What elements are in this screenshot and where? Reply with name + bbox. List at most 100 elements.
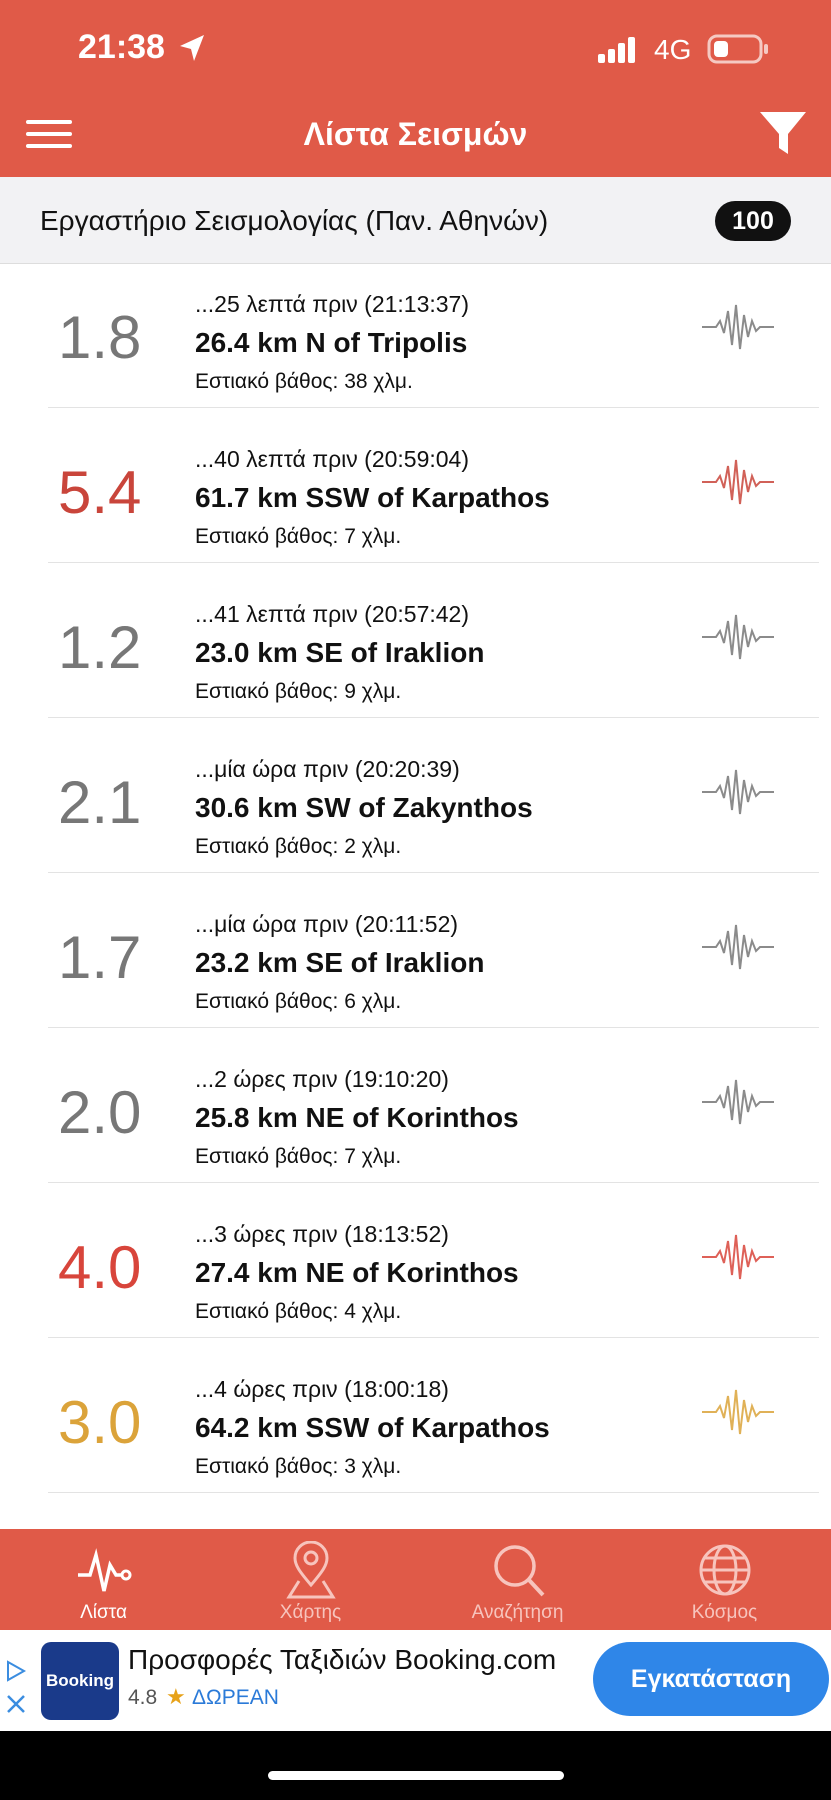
seismograph-line: [702, 304, 774, 350]
star-icon: ★: [166, 1684, 186, 1709]
seismograph-icon: [702, 304, 774, 350]
earthquake-list: 1.8 ...25 λεπτά πριν (21:13:37) 26.4 km N …: [0, 264, 831, 1529]
signal-icon: [598, 37, 635, 63]
tab-label: Κόσμος: [691, 1602, 758, 1623]
earthquake-row[interactable]: 2.0 ...2 ώρες πριν (19:10:20) 25.8 km NE o…: [0, 1028, 831, 1183]
separator: [48, 1337, 819, 1338]
location: 27.4 km NE of Korinthos: [195, 1257, 519, 1288]
magnitude: 4.0: [58, 1234, 142, 1301]
ad-price: ΔΩΡΕΑΝ: [192, 1686, 279, 1709]
tab-icon: [78, 1548, 132, 1592]
location: 64.2 km SSW of Karpathos: [195, 1412, 550, 1443]
earthquake-row[interactable]: 5.4 ...40 λεπτά πριν (20:59:04) 61.7 km SS…: [0, 408, 831, 563]
tab-icon: [494, 1545, 545, 1597]
depth: Εστιακό βάθος: 3 χλμ.: [195, 1455, 402, 1478]
seismograph-icon: [702, 769, 774, 815]
location-icon: [180, 35, 204, 61]
separator: [48, 717, 819, 718]
seismograph-icon: [702, 1079, 774, 1125]
magnitude: 2.1: [58, 769, 142, 836]
time-ago: ...3 ώρες πριν (18:13:52): [195, 1221, 449, 1247]
earthquake-row[interactable]: 3.0 ...4 ώρες πριν (18:00:18) 64.2 km SSW …: [0, 1338, 831, 1493]
location: 61.7 km SSW of Karpathos: [195, 482, 550, 513]
time-ago: ...2 ώρες πριν (19:10:20): [195, 1066, 449, 1092]
seismograph-icon: [702, 614, 774, 660]
earthquake-row[interactable]: 1.2 ...41 λεπτά πριν (20:57:42) 23.0 km SE…: [0, 563, 831, 718]
location: 30.6 km SW of Zakynthos: [195, 792, 533, 823]
magnitude: 1.7: [58, 924, 142, 991]
seismograph-line: [702, 614, 774, 660]
separator: [48, 1027, 819, 1028]
separator: [48, 1492, 819, 1493]
magnitude: 2.0: [58, 1079, 142, 1146]
time-ago: ...41 λεπτά πριν (20:57:42): [195, 601, 470, 627]
earthquake-row[interactable]: 1.8 ...25 λεπτά πριν (21:13:37) 26.4 km N …: [0, 264, 831, 408]
earthquake-row[interactable]: 2.1 ...μία ώρα πριν (20:20:39) 30.6 km SW …: [0, 718, 831, 873]
magnitude: 5.4: [58, 459, 142, 526]
menu-button[interactable]: [26, 118, 74, 150]
filter-button[interactable]: [758, 110, 810, 158]
magnitude: 3.0: [58, 1389, 142, 1456]
tab-icon: [699, 1544, 751, 1596]
depth: Εστιακό βάθος: 7 χλμ.: [195, 525, 402, 548]
seismograph-line: [702, 459, 774, 505]
ad-rating: 4.8: [128, 1686, 158, 1709]
location: 23.0 km SE of Iraklion: [195, 637, 485, 668]
seismograph-line: [702, 769, 774, 815]
depth: Εστιακό βάθος: 38 χλμ.: [195, 370, 413, 393]
location: 25.8 km NE of Korinthos: [195, 1102, 519, 1133]
seismograph-line: [702, 1389, 774, 1435]
tab[interactable]: Αναζήτηση: [414, 1529, 621, 1630]
earthquake-row[interactable]: 1.7 ...μία ώρα πριν (20:11:52) 23.2 km SE …: [0, 873, 831, 1028]
ad-icons: [7, 1660, 27, 1713]
tab[interactable]: Λίστα: [0, 1529, 207, 1630]
tab[interactable]: Χάρτης: [207, 1529, 414, 1630]
separator: [48, 562, 819, 563]
separator: [48, 1182, 819, 1183]
tab-label: Χάρτης: [279, 1602, 342, 1623]
separator: [48, 872, 819, 873]
depth: Εστιακό βάθος: 4 χλμ.: [195, 1300, 402, 1323]
home-area: [0, 1731, 831, 1800]
tab-icon: [286, 1541, 336, 1599]
battery-icon: [707, 34, 768, 64]
source-name: Εργαστήριο Σεισμολογίας (Παν. Αθηνών): [40, 205, 549, 236]
time-ago: ...25 λεπτά πριν (21:13:37): [195, 291, 470, 317]
magnitude: 1.8: [58, 304, 142, 371]
depth: Εστιακό βάθος: 9 χλμ.: [195, 680, 402, 703]
ad-logo: Booking: [41, 1642, 119, 1720]
status-time: 21:38: [78, 28, 165, 66]
seismograph-icon: [702, 459, 774, 505]
depth: Εστιακό βάθος: 6 χλμ.: [195, 990, 402, 1013]
seismograph-line: [702, 1234, 774, 1280]
count-badge: 100: [715, 201, 791, 241]
seismograph-line: [702, 924, 774, 970]
separator: [48, 407, 819, 408]
app-header: 21:38 4G Λίστα Σεισμών: [0, 0, 831, 177]
location: 23.2 km SE of Iraklion: [195, 947, 485, 978]
ad-title: Προσφορές Ταξιδιών Booking.com: [128, 1644, 557, 1675]
magnitude: 1.2: [58, 614, 142, 681]
seismograph-icon: [702, 924, 774, 970]
time-ago: ...4 ώρες πριν (18:00:18): [195, 1376, 449, 1402]
tab-label: Αναζήτηση: [471, 1602, 564, 1623]
time-ago: ...40 λεπτά πριν (20:59:04): [195, 446, 470, 472]
time-ago: ...μία ώρα πριν (20:11:52): [195, 911, 459, 937]
earthquake-row[interactable]: 4.0 ...3 ώρες πριν (18:13:52) 27.4 km NE o…: [0, 1183, 831, 1338]
depth: Εστιακό βάθος: 2 χλμ.: [195, 835, 402, 858]
location: 26.4 km N of Tripolis: [195, 327, 468, 358]
seismograph-line: [702, 1079, 774, 1125]
tab-label: Λίστα: [80, 1602, 127, 1623]
ad-banner[interactable]: Booking Προσφορές Ταξιδιών Booking.com 4…: [0, 1630, 831, 1731]
source-bar: Εργαστήριο Σεισμολογίας (Παν. Αθηνών) 10…: [0, 177, 831, 264]
home-indicator: [268, 1771, 564, 1780]
seismograph-icon: [702, 1234, 774, 1280]
screen-title: Λίστα Σεισμών: [303, 116, 528, 152]
network-label: 4G: [654, 34, 692, 65]
depth: Εστιακό βάθος: 7 χλμ.: [195, 1145, 402, 1168]
tab[interactable]: Κόσμος: [621, 1529, 828, 1630]
install-button[interactable]: Εγκατάσταση: [593, 1642, 829, 1716]
tab-bar: Λίστα Χάρτης Αναζήτηση Κόσμος: [0, 1529, 831, 1630]
seismograph-icon: [702, 1389, 774, 1435]
